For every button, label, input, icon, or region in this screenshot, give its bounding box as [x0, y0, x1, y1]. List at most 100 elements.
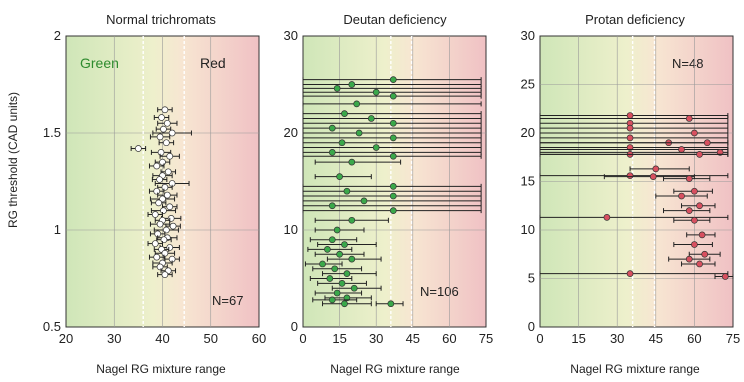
panel-protan-deficiency: Protan deficiency N=48 Nagel RG mixture …: [521, 12, 741, 376]
data-point: [696, 202, 703, 210]
zone-label-red: Red: [200, 55, 226, 71]
data-point: [626, 134, 634, 142]
data-point: [685, 207, 693, 214]
data-point: [328, 202, 336, 210]
data-point: [338, 139, 346, 147]
data-point: [151, 211, 159, 218]
data-point: [652, 165, 660, 173]
x-tick-label: 75: [479, 331, 493, 346]
zone-label-green: Green: [80, 55, 119, 71]
y-tick-label: 30: [521, 28, 535, 43]
data-point: [678, 192, 685, 200]
data-point: [159, 158, 166, 166]
y-tick-label: 15: [521, 174, 535, 189]
data-point: [678, 146, 685, 153]
data-point: [161, 271, 169, 278]
data-point: [698, 231, 706, 239]
data-point: [348, 216, 356, 224]
x-tick-label: 75: [726, 331, 740, 346]
y-tick-label: 2: [54, 28, 61, 43]
data-point: [159, 195, 166, 203]
data-point: [157, 149, 165, 156]
y-axis-label: RG threshold (CAD units): [6, 92, 20, 228]
data-point: [328, 124, 336, 132]
data-point: [153, 253, 161, 261]
x-axis-label: Nagel RG mixture range: [330, 362, 460, 376]
data-point: [163, 226, 170, 234]
data-points: [302, 76, 482, 308]
data-point: [163, 191, 171, 199]
x-tick-label: 50: [204, 331, 218, 346]
data-points: [539, 112, 734, 280]
data-point: [691, 129, 698, 137]
x-tick-label: 45: [649, 331, 663, 346]
data-point: [328, 149, 336, 156]
x-axis-label: Nagel RG mixture range: [96, 362, 226, 376]
data-point: [163, 139, 170, 147]
data-point: [163, 119, 171, 127]
x-tick-label: 40: [155, 331, 169, 346]
data-point: [341, 110, 348, 117]
y-tick-label: 10: [284, 222, 298, 237]
data-point: [336, 250, 343, 258]
x-tick-label: 0: [299, 331, 306, 346]
data-point: [161, 249, 169, 257]
data-point: [160, 236, 168, 244]
data-point: [360, 197, 368, 205]
data-point: [341, 300, 348, 308]
panel-normal-trichromats: Normal trichromats Green Red N=67 Nagel …: [43, 12, 266, 376]
data-point: [685, 255, 693, 263]
data-point: [160, 125, 167, 133]
data-point: [151, 240, 159, 247]
data-point: [348, 81, 356, 88]
y-tick-label: 0.5: [43, 319, 61, 334]
x-tick-label: 20: [59, 331, 73, 346]
data-point: [156, 176, 163, 183]
data-point: [166, 152, 174, 160]
data-point: [160, 207, 167, 214]
data-point: [701, 250, 709, 258]
data-point: [626, 172, 634, 180]
data-point: [333, 226, 341, 234]
y-tick-label: 1: [54, 222, 61, 237]
data-point: [153, 162, 161, 170]
data-point: [389, 119, 397, 127]
x-axis-label: Nagel RG mixture range: [570, 362, 700, 376]
annotation-n: N=48: [672, 56, 703, 71]
data-point: [626, 270, 634, 277]
data-point: [367, 115, 375, 122]
y-tick-label: 20: [521, 125, 535, 140]
data-point: [685, 175, 693, 182]
data-point: [703, 139, 711, 147]
panel-title: Protan deficiency: [585, 12, 685, 27]
data-point: [156, 133, 164, 141]
x-tick-label: 60: [252, 331, 266, 346]
x-tick-label: 0: [536, 331, 543, 346]
data-point: [691, 216, 698, 224]
data-point: [343, 187, 351, 195]
data-point: [168, 129, 176, 137]
data-point: [696, 150, 703, 158]
panel-deutan-deficiency: Deutan deficiency N=106 Nagel RG mixture…: [284, 12, 494, 376]
data-point: [387, 300, 395, 308]
x-tick-label: 60: [687, 331, 701, 346]
data-point: [161, 183, 169, 191]
data-point: [372, 88, 380, 96]
data-point: [333, 289, 341, 297]
data-point: [350, 284, 358, 292]
data-point: [389, 152, 397, 160]
data-point: [348, 255, 356, 263]
data-point: [696, 260, 703, 268]
data-point: [389, 76, 397, 84]
data-point: [348, 158, 356, 166]
x-tick-label: 15: [571, 331, 585, 346]
x-tick-label: 60: [442, 331, 456, 346]
data-point: [691, 187, 698, 195]
y-tick-label: 10: [521, 222, 535, 237]
data-point: [156, 263, 164, 271]
data-point: [389, 207, 397, 214]
y-tick-label: 30: [284, 28, 298, 43]
data-point: [166, 203, 174, 211]
data-point: [319, 260, 326, 268]
